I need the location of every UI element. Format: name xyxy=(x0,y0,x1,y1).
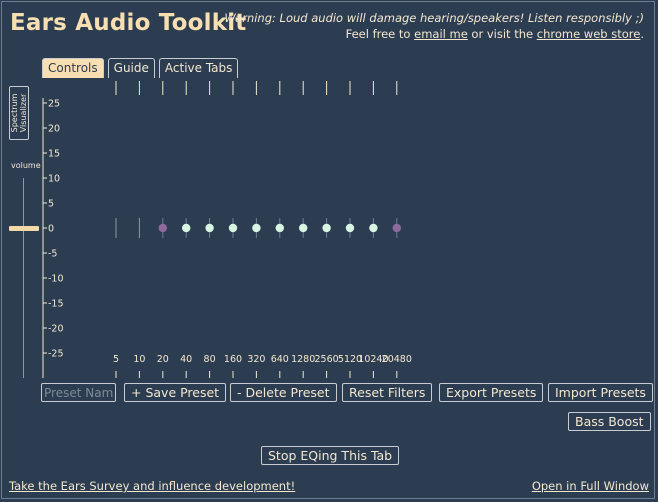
middle-text: or visit the xyxy=(467,27,537,41)
gain-tick-label: -10 xyxy=(48,274,64,285)
spectrum-label-line2: Visualizer xyxy=(19,93,28,133)
open-full-window-link[interactable]: Open in Full Window xyxy=(531,479,649,493)
freq-tick-label: 160 xyxy=(224,354,242,365)
volume-slider-handle[interactable] xyxy=(9,226,39,231)
freq-tick-label: 2560 xyxy=(315,354,339,365)
email-link[interactable]: email me xyxy=(414,27,468,41)
import-presets-button[interactable]: Import Presets xyxy=(548,383,653,402)
freq-tick-label: 10240 xyxy=(358,354,388,365)
survey-footer: Take the Ears Survey and influence devel… xyxy=(9,479,295,493)
app-title: Ears Audio Toolkit xyxy=(10,10,247,36)
eq-peak-node[interactable] xyxy=(228,223,238,233)
freq-tick-label: 40 xyxy=(180,354,192,365)
spectrum-label-line1: Spectrum xyxy=(10,93,19,133)
eq-peak-node[interactable] xyxy=(252,223,261,233)
eq-peak-node[interactable] xyxy=(205,223,214,233)
preset-name-input[interactable] xyxy=(41,383,116,402)
eq-graph[interactable]: 25 20 15 10 5 0 -5 -10 -15 -20 -25 5 10 20 40 80 160 320 6… xyxy=(40,78,646,378)
freq-tick-label: 20480 xyxy=(382,354,412,365)
gain-tick-label: -20 xyxy=(48,324,64,335)
eq-peak-node[interactable] xyxy=(345,223,355,233)
survey-link[interactable]: Take the Ears Survey and influence devel… xyxy=(9,479,296,493)
freq-tick-label: 80 xyxy=(204,354,216,365)
tab-active-tabs[interactable]: Active Tabs xyxy=(158,58,239,78)
delete-preset-button[interactable]: - Delete Preset xyxy=(230,383,337,402)
gain-tick-label: 5 xyxy=(48,199,54,210)
freq-tick-label: 1280 xyxy=(291,354,315,365)
gain-tick-label: 10 xyxy=(48,174,60,185)
gain-tick-label: 20 xyxy=(48,124,60,135)
contact-line: Feel free to email me or visit the chrom… xyxy=(346,27,644,41)
gain-tick-label: -25 xyxy=(48,349,64,360)
gain-tick-label: -15 xyxy=(48,299,64,310)
freq-tick-label: 20 xyxy=(157,354,169,365)
reset-filters-button[interactable]: Reset Filters xyxy=(342,383,433,402)
spectrum-visualizer-button[interactable]: Spectrum Visualizer xyxy=(9,86,29,140)
eq-shelf-node[interactable] xyxy=(158,223,167,233)
gain-tick-label: -5 xyxy=(48,249,57,260)
export-presets-button[interactable]: Export Presets xyxy=(439,383,544,402)
end-text: . xyxy=(640,27,644,41)
freq-tick-label: 320 xyxy=(247,354,265,365)
warning-text: Warning: Loud audio will damage hearing/… xyxy=(224,11,644,25)
freq-tick-label: 5 xyxy=(113,354,119,365)
tab-controls[interactable]: Controls xyxy=(42,58,104,78)
eq-peak-node[interactable] xyxy=(299,223,308,233)
freq-tick-label: 5120 xyxy=(338,354,362,365)
tab-bar: Controls Guide Active Tabs xyxy=(42,58,239,78)
eq-shelf-node[interactable] xyxy=(392,223,401,233)
save-preset-button[interactable]: + Save Preset xyxy=(124,383,227,402)
gain-tick-label: 15 xyxy=(48,149,60,160)
eq-peak-node[interactable] xyxy=(182,223,191,233)
stop-eq-button[interactable]: Stop EQing This Tab xyxy=(261,446,400,465)
gain-tick-label: 0 xyxy=(48,224,54,235)
eq-peak-node[interactable] xyxy=(322,223,331,233)
spectrum-visualizer-label: Spectrum Visualizer xyxy=(10,94,28,133)
freq-tick-label: 640 xyxy=(271,354,289,365)
bass-boost-button[interactable]: Bass Boost xyxy=(568,412,651,431)
chrome-store-link[interactable]: chrome web store xyxy=(536,27,641,41)
eq-peak-node[interactable] xyxy=(275,223,284,233)
volume-slider-track[interactable] xyxy=(23,178,24,378)
volume-label: volume xyxy=(11,161,41,170)
intro-text: Feel free to xyxy=(345,27,415,41)
gain-tick-label: 25 xyxy=(48,99,60,110)
freq-tick-label: 10 xyxy=(133,354,145,365)
eq-peak-node[interactable] xyxy=(369,223,378,233)
tab-guide[interactable]: Guide xyxy=(107,58,155,78)
fullwindow-footer: Open in Full Window xyxy=(532,479,649,493)
